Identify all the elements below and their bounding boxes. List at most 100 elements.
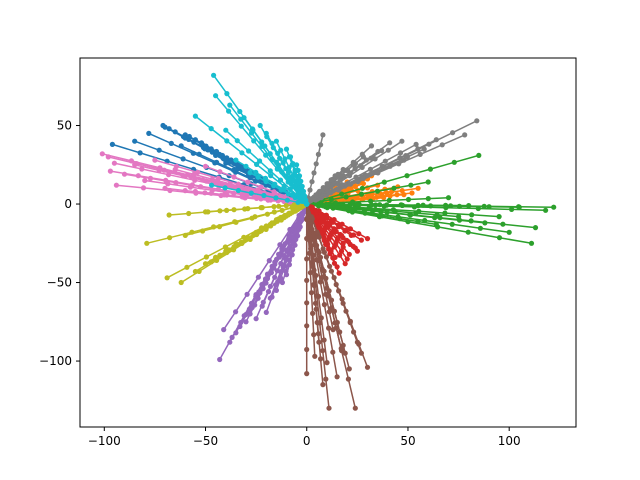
series-3-point-12-4 [390,207,396,213]
series-9-point-15-7 [208,259,214,265]
series-8-point-4-8 [421,146,427,152]
series-3-point-12-5 [416,208,422,214]
series-4-point-15-7 [321,236,327,242]
series-3-point-13-5 [428,203,434,209]
series-10-point-11-7 [295,167,301,173]
series-10-point-2-7 [226,108,232,114]
series-10-point-15-6 [246,148,252,154]
series-7-point-9-8 [152,157,158,163]
x-tick-label: 0 [303,434,311,448]
series-9-point-14-6 [231,207,237,213]
series-5-point-11-4 [284,247,290,253]
series-9-point-14-8 [202,209,209,215]
series-4-point-15-5 [315,225,322,231]
series-6-point-2-7 [311,332,317,338]
series-4-point-12-6 [339,233,345,239]
series-6-point-2-4 [307,270,313,276]
series-9-point-15-5 [239,240,245,246]
series-5-point-8-8 [263,309,269,315]
series-7-point-10-8 [162,185,168,191]
series-10-point-2-6 [238,123,244,129]
series-5-point-10-8 [273,287,279,293]
series-9-point-13-8 [166,212,172,218]
series-8-point-2-6 [417,151,423,157]
series-10-point-13-8 [247,170,253,176]
series-7-point-6-7 [147,175,154,181]
series-6-point-10-4 [313,272,319,279]
series-4-point-9-8 [334,264,340,270]
series-6-point-5-8 [334,374,340,380]
series-3-point-11-8 [425,179,431,185]
series-6-point-13-8 [316,339,322,345]
series-5-point-7-8 [253,316,259,322]
series-10-point-11-6 [296,173,303,179]
series-10-point-12-7 [222,185,228,191]
series-3-point-14-8 [482,220,488,226]
series-3-point-11-4 [358,191,365,197]
series-10-point-5-8 [257,122,263,129]
series-7-point-8-4 [231,190,237,196]
series-10-point-11-2 [302,193,308,199]
series-6-point-13-5 [311,281,317,288]
series-6-point-2-6 [310,310,316,316]
series-8-point-15-5 [313,161,319,167]
series-4-point-4-7 [337,252,343,258]
series-9-point-1-7 [184,264,190,270]
series-10-point-9-8 [283,146,290,152]
series-6-point-13-6 [312,300,319,306]
series-4-point-12-7 [345,239,351,245]
series-4-point-5-6 [347,226,353,232]
series-3-point-3-8 [532,225,539,231]
series-4-point-1-8 [358,237,364,243]
series-3-point-14-3 [361,207,367,213]
series-9-point-4-3 [264,211,270,217]
series-10-point-4-7 [250,127,256,133]
series-6-point-15-3 [320,246,326,252]
series-10-point-7-4 [285,169,292,175]
series-1-point-4-8 [146,130,152,136]
series-10-point-6-4 [254,161,260,167]
series-10-point-4-6 [259,139,265,145]
series-4-point-4-8 [342,261,348,267]
series-7-point-13-8 [192,188,198,195]
series-1-point-14-6 [180,156,186,162]
y-tick-label: −50 [47,276,72,290]
series-10-point-15-5 [257,158,263,164]
series-5-point-9-7 [272,282,279,288]
series-3-point-7-8 [466,203,472,209]
series-3-point-14-4 [384,209,390,216]
series-10-point-2-8 [213,93,219,99]
series-9-point-1-8 [164,275,170,281]
series-4-point-13-7 [328,247,334,253]
series-3-point-13-4 [399,202,406,208]
series-10-point-4-3 [283,173,289,179]
series-3-point-14-2 [340,205,346,211]
series-3-point-15-3 [350,199,356,205]
series-10-point-15-3 [277,177,284,183]
series-10-point-11-8 [294,162,300,168]
series-10-point-15-8 [223,127,229,133]
series-5-point-11-6 [272,274,278,280]
x-tick-label: 100 [498,434,521,448]
y-tick-label: 0 [64,197,72,211]
series-10-point-4-8 [241,115,247,121]
series-7-point-11-8 [172,166,178,173]
series-10-point-12-6 [235,187,241,194]
series-5-point-2-5 [255,274,261,280]
series-7-point-8-7 [165,181,171,187]
series-10-point-12-3 [273,195,279,201]
series-6-point-7-7 [345,376,351,382]
series-5-point-15-4 [295,233,301,239]
series-10-point-15-4 [267,168,273,174]
x-tick-label: −50 [193,434,218,448]
series-10-point-6-7 [208,126,214,132]
series-7-point-14-8 [202,163,209,169]
series-3-point-14-7 [456,217,463,223]
series-5-point-5-8 [243,319,249,325]
series-3-point-14-6 [432,215,438,221]
series-3-point-9-5 [379,213,385,219]
series-3-point-11-7 [408,182,414,188]
series-6-point-3-7 [318,356,324,362]
series-5-point-13-7 [257,290,263,296]
series-8-point-8-8 [387,140,393,146]
